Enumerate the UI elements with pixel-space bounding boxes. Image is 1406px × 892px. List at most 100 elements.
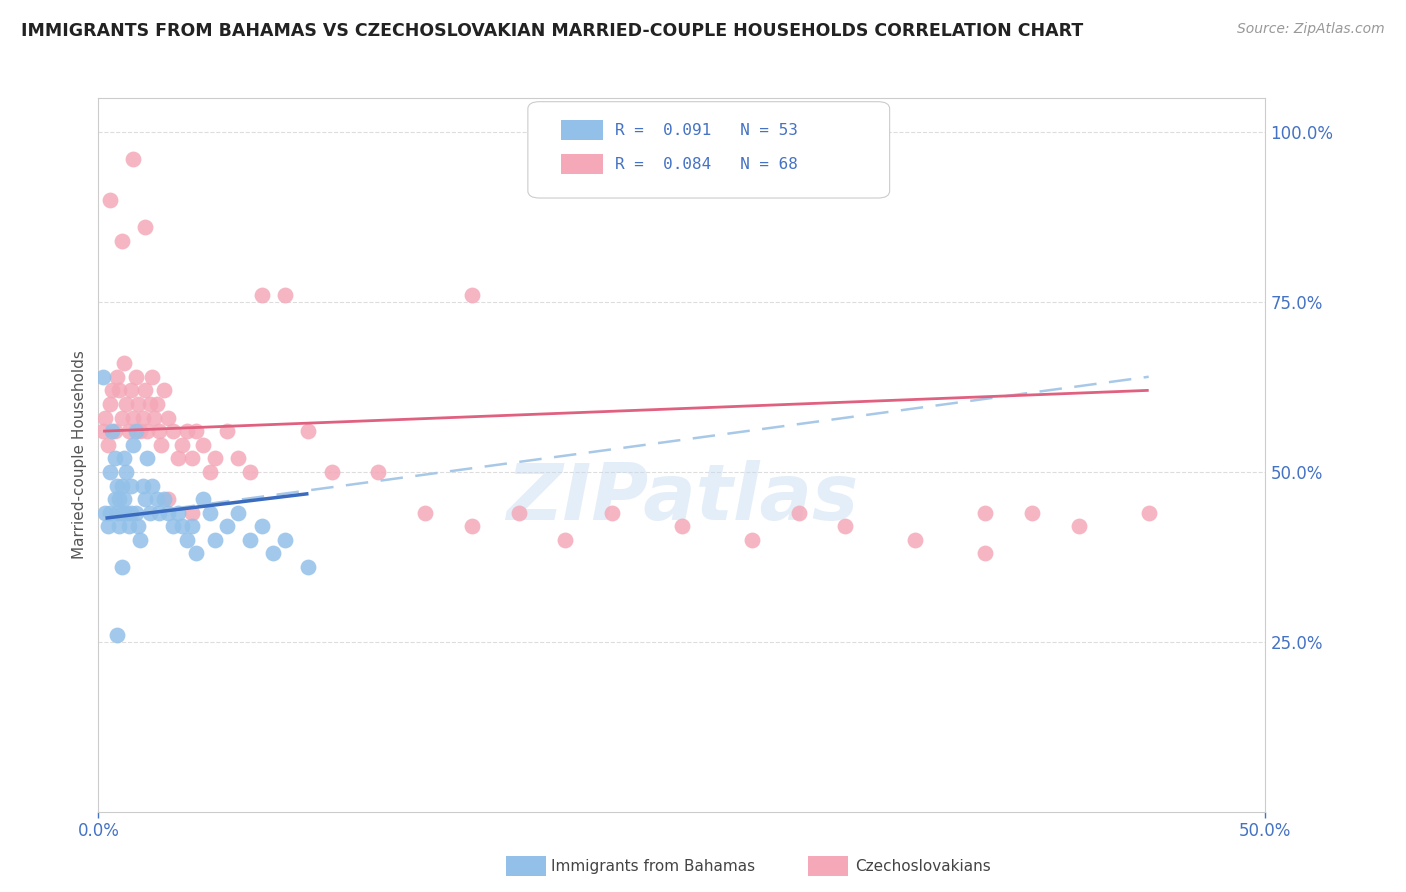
Point — [176, 424, 198, 438]
Point — [180, 506, 202, 520]
Point — [111, 560, 134, 574]
Point — [186, 546, 208, 560]
Point — [413, 506, 436, 520]
Point — [200, 506, 222, 520]
Point — [105, 478, 128, 492]
Point — [152, 492, 174, 507]
Text: Source: ZipAtlas.com: Source: ZipAtlas.com — [1237, 22, 1385, 37]
Point — [101, 424, 124, 438]
Point — [741, 533, 763, 547]
Point — [787, 506, 810, 520]
Point — [101, 384, 124, 398]
Point — [125, 506, 148, 520]
Point — [108, 492, 131, 507]
FancyBboxPatch shape — [561, 120, 603, 140]
Point — [200, 465, 222, 479]
Point — [148, 506, 170, 520]
Point — [112, 451, 135, 466]
Point — [297, 424, 319, 438]
Point — [125, 424, 148, 438]
Point — [104, 424, 127, 438]
Point — [157, 492, 180, 507]
Point — [134, 492, 156, 507]
Point — [134, 384, 156, 398]
Point — [122, 410, 145, 425]
Point — [141, 478, 163, 492]
Point — [97, 438, 120, 452]
Point — [172, 438, 194, 452]
Point — [104, 492, 127, 507]
Point — [105, 506, 128, 520]
Point — [274, 533, 297, 547]
Point — [461, 519, 484, 533]
Text: Czechoslovakians: Czechoslovakians — [855, 859, 991, 873]
Point — [132, 410, 155, 425]
Point — [180, 519, 202, 533]
Text: R =  0.084   N = 68: R = 0.084 N = 68 — [616, 157, 799, 172]
Text: Immigrants from Bahamas: Immigrants from Bahamas — [551, 859, 755, 873]
Point — [162, 519, 184, 533]
Point — [157, 410, 180, 425]
Point — [262, 546, 284, 560]
Point — [228, 506, 250, 520]
Point — [98, 193, 121, 207]
Point — [172, 519, 194, 533]
Text: ZIPatlas: ZIPatlas — [506, 459, 858, 536]
Point — [239, 465, 262, 479]
Point — [111, 234, 134, 248]
Point — [157, 506, 180, 520]
Point — [111, 478, 134, 492]
Point — [250, 519, 273, 533]
Point — [122, 438, 145, 452]
Point — [118, 519, 141, 533]
Point — [146, 492, 169, 507]
Point — [461, 288, 484, 302]
Point — [98, 397, 121, 411]
Point — [108, 384, 131, 398]
Point — [94, 410, 117, 425]
Point — [108, 519, 131, 533]
Point — [129, 424, 152, 438]
Point — [122, 153, 145, 167]
FancyBboxPatch shape — [561, 154, 603, 175]
Point — [152, 384, 174, 398]
Point — [1021, 506, 1043, 520]
Point — [129, 533, 152, 547]
Point — [134, 220, 156, 235]
Point — [98, 465, 121, 479]
Point — [115, 506, 138, 520]
Point — [112, 356, 135, 370]
Point — [204, 451, 226, 466]
Point — [127, 519, 149, 533]
Point — [834, 519, 856, 533]
Point — [166, 506, 188, 520]
Point — [120, 384, 142, 398]
Point — [111, 410, 134, 425]
Text: R =  0.091   N = 53: R = 0.091 N = 53 — [616, 123, 799, 137]
Point — [974, 506, 997, 520]
Point — [127, 397, 149, 411]
Point — [367, 465, 389, 479]
Point — [125, 369, 148, 384]
Point — [104, 451, 127, 466]
Point — [904, 533, 927, 547]
Point — [150, 438, 173, 452]
Point — [166, 451, 188, 466]
Point — [120, 478, 142, 492]
Point — [136, 424, 159, 438]
Point — [148, 424, 170, 438]
Point — [974, 546, 997, 560]
Point — [274, 288, 297, 302]
Point — [120, 506, 142, 520]
Point — [180, 451, 202, 466]
Point — [1067, 519, 1090, 533]
Point — [193, 492, 215, 507]
Point — [215, 424, 238, 438]
Point — [132, 478, 155, 492]
Point — [91, 424, 114, 438]
Point — [143, 410, 166, 425]
Point — [671, 519, 693, 533]
Point — [105, 628, 128, 642]
Point — [115, 397, 138, 411]
Point — [139, 397, 162, 411]
